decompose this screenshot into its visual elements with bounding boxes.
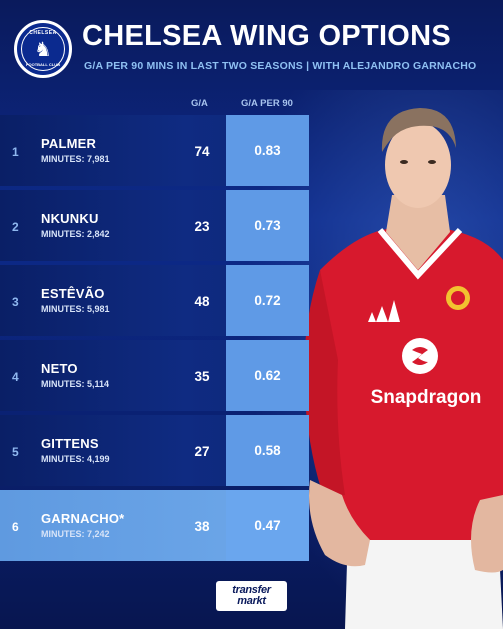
ga-per-90-value: 0.58 xyxy=(226,415,309,486)
row-rank: 2 xyxy=(12,220,19,234)
player-minutes: MINUTES: 7,242 xyxy=(41,529,110,539)
lion-icon: ♞ xyxy=(34,38,52,61)
ga-value: 48 xyxy=(194,294,210,309)
table-row: 5 GITTENS MINUTES: 4,199 27 0.58 xyxy=(0,415,309,486)
page-title: CHELSEA WING OPTIONS xyxy=(82,20,452,52)
row-rank: 5 xyxy=(12,445,19,459)
crest-top-text: CHELSEA xyxy=(29,30,57,36)
player-minutes: MINUTES: 7,981 xyxy=(41,154,110,164)
page-subtitle: G/A PER 90 MINS IN LAST TWO SEASONS | WI… xyxy=(84,60,477,72)
table-row: 1 PALMER MINUTES: 7,981 74 0.83 xyxy=(0,115,309,186)
player-minutes: MINUTES: 4,199 xyxy=(41,454,110,464)
player-minutes: MINUTES: 5,114 xyxy=(41,379,110,389)
player-name: PALMER xyxy=(41,136,97,151)
player-name: NKUNKU xyxy=(41,211,99,226)
ga-per-90-value: 0.62 xyxy=(226,340,309,411)
player-name: NETO xyxy=(41,361,78,376)
table-row: 2 NKUNKU MINUTES: 2,842 23 0.73 xyxy=(0,190,309,261)
ga-per-90-value: 0.83 xyxy=(226,115,309,186)
row-rank: 1 xyxy=(12,145,19,159)
ga-value: 35 xyxy=(194,369,210,384)
player-name: GARNACHO* xyxy=(41,511,125,526)
crest-bottom-text: FOOTBALL CLUB xyxy=(26,62,60,67)
player-minutes: MINUTES: 5,981 xyxy=(41,304,110,314)
table-row: 3 ESTÊVÃO MINUTES: 5,981 48 0.72 xyxy=(0,265,309,336)
table-row: 4 NETO MINUTES: 5,114 35 0.62 xyxy=(0,340,309,411)
row-rank: 4 xyxy=(12,370,19,384)
logo-line-1: transfer xyxy=(232,584,271,596)
player-name: GITTENS xyxy=(41,436,99,451)
row-rank: 3 xyxy=(12,295,19,309)
player-minutes: MINUTES: 2,842 xyxy=(41,229,110,239)
logo-line-2: markt xyxy=(237,595,266,607)
ga-value: 74 xyxy=(194,144,210,159)
ga-value: 23 xyxy=(194,219,210,234)
column-header-ga: G/A xyxy=(191,98,208,109)
transfermarkt-logo: transfer markt xyxy=(216,581,287,611)
ga-value: 27 xyxy=(194,444,210,459)
ga-per-90-value: 0.47 xyxy=(226,490,309,561)
ga-value: 38 xyxy=(194,519,210,534)
ga-per-90-value: 0.72 xyxy=(226,265,309,336)
shirt-sponsor-text: Snapdragon xyxy=(371,387,482,408)
player-name: ESTÊVÃO xyxy=(41,286,105,301)
ga-per-90-value: 0.73 xyxy=(226,190,309,261)
table-row-highlighted: 6 GARNACHO* MINUTES: 7,242 38 0.47 xyxy=(0,490,309,561)
chelsea-crest-logo: CHELSEA ♞ FOOTBALL CLUB xyxy=(14,20,72,78)
column-header-ga-per-90: G/A PER 90 xyxy=(241,98,293,109)
player-photo: Snapdragon xyxy=(304,108,503,629)
row-rank: 6 xyxy=(12,520,19,534)
